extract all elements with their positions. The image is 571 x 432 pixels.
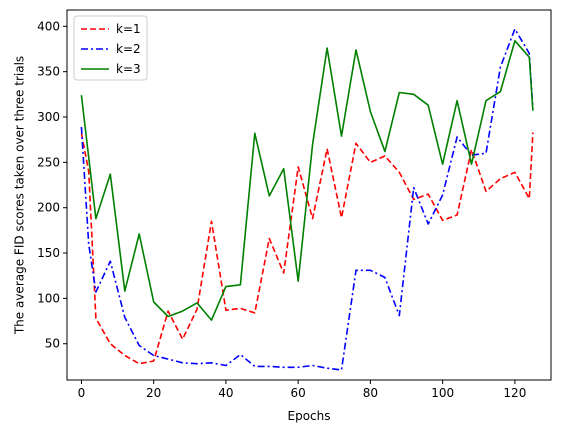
- x-tick-label: 60: [291, 386, 306, 400]
- series-line-k2: [80, 28, 534, 371]
- x-tick-label: 0: [78, 386, 86, 400]
- y-tick-label: 150: [37, 246, 60, 260]
- y-axis: 50 100 150 200 250 300 350 400: [37, 19, 67, 351]
- legend-label-k2: k=2: [116, 42, 141, 56]
- y-tick-label: 200: [37, 201, 60, 215]
- legend-box: [73, 15, 148, 81]
- x-tick-label: 120: [503, 386, 526, 400]
- legend: k=1 k=2 k=3: [73, 15, 148, 81]
- x-tick-label: 100: [431, 386, 454, 400]
- x-tick-label: 80: [363, 386, 378, 400]
- x-tick-label: 20: [146, 386, 161, 400]
- y-tick-label: 250: [37, 155, 60, 169]
- y-tick-label: 350: [37, 65, 60, 79]
- x-tick-label: 40: [218, 386, 233, 400]
- y-tick-label: 100: [37, 291, 60, 305]
- x-axis: 0 20 40 60 80 100 120: [78, 380, 526, 400]
- legend-label-k3: k=3: [116, 62, 141, 76]
- series-layer: [80, 28, 534, 371]
- y-tick-label: 300: [37, 110, 60, 124]
- y-tick-label: 400: [37, 19, 60, 33]
- series-line-k3: [80, 39, 534, 321]
- series-line-k1: [80, 132, 534, 365]
- legend-label-k1: k=1: [116, 22, 141, 36]
- y-tick-label: 50: [45, 337, 60, 351]
- axes-frame: [66, 9, 552, 381]
- y-axis-label: The average FID scores taken over three …: [13, 56, 27, 335]
- x-axis-label: Epochs: [288, 409, 331, 423]
